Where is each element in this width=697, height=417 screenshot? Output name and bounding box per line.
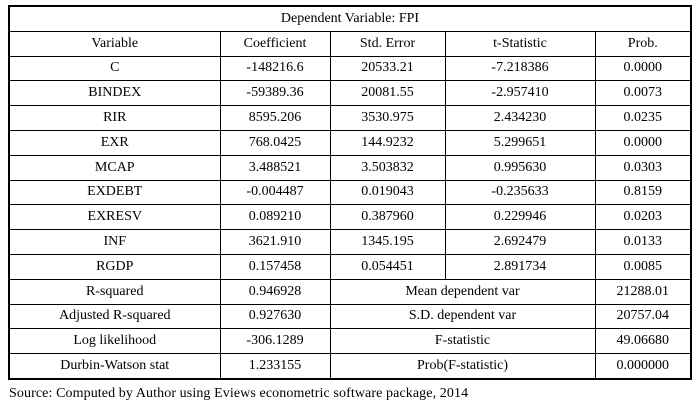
column-header-coefficient: Coefficient [219, 30, 331, 57]
table-title-row: Dependent Variable: FPI [8, 5, 692, 32]
cell-prob: 0.0203 [594, 204, 692, 231]
cell-coefficient: -148216.6 [219, 55, 331, 82]
cell-variable: MCAP [8, 154, 221, 181]
column-header-prob: Prob. [594, 30, 692, 57]
column-header-variable: Variable [8, 30, 221, 57]
cell-variable: C [8, 55, 221, 82]
table-row-exdebt: EXDEBT -0.004487 0.019043 -0.235633 0.81… [8, 179, 692, 206]
dependent-variable-title: Dependent Variable: FPI [8, 5, 692, 32]
cell-coefficient: 3.488521 [219, 154, 331, 181]
cell-std-error: 20533.21 [329, 55, 446, 82]
cell-prob: 0.0085 [594, 253, 692, 280]
table-row-mcap: MCAP 3.488521 3.503832 0.995630 0.0303 [8, 154, 692, 181]
summary-row-durbin-watson: Durbin-Watson stat 1.233155 Prob(F-stati… [8, 353, 692, 380]
column-header-std-error: Std. Error [329, 30, 446, 57]
cell-coefficient: 3621.910 [219, 229, 331, 255]
table-row-bindex: BINDEX -59389.36 20081.55 -2.957410 0.00… [8, 80, 692, 107]
summary-label-2: F-statistic [329, 328, 596, 355]
table-row-rgdp: RGDP 0.157458 0.054451 2.891734 0.0085 [8, 253, 692, 280]
cell-t-statistic: 0.229946 [444, 204, 596, 231]
summary-label: R-squared [8, 278, 221, 305]
cell-prob: 0.0303 [594, 154, 692, 181]
cell-t-statistic: 0.995630 [444, 154, 596, 181]
cell-prob: 0.0000 [594, 129, 692, 156]
cell-variable: EXDEBT [8, 179, 221, 206]
cell-coefficient: 0.157458 [219, 253, 331, 280]
cell-variable: INF [8, 229, 221, 255]
cell-prob: 0.0133 [594, 229, 692, 255]
summary-value-2: 49.06680 [594, 328, 692, 355]
cell-variable: EXR [8, 129, 221, 156]
summary-label-2: Mean dependent var [329, 278, 596, 305]
cell-coefficient: -0.004487 [219, 179, 331, 206]
cell-variable: BINDEX [8, 80, 221, 107]
summary-value: 1.233155 [219, 353, 331, 380]
summary-row-adjusted-r-squared: Adjusted R-squared 0.927630 S.D. depende… [8, 303, 692, 330]
cell-t-statistic: 5.299651 [444, 129, 596, 156]
cell-std-error: 0.019043 [329, 179, 446, 206]
cell-t-statistic: 2.692479 [444, 229, 596, 255]
cell-t-statistic: -7.218386 [444, 55, 596, 82]
cell-coefficient: 8595.206 [219, 105, 331, 131]
summary-label: Log likelihood [8, 328, 221, 355]
cell-std-error: 3530.975 [329, 105, 446, 131]
table-row-rir: RIR 8595.206 3530.975 2.434230 0.0235 [8, 105, 692, 131]
cell-std-error: 0.387960 [329, 204, 446, 231]
summary-label: Durbin-Watson stat [8, 353, 221, 380]
regression-results-table: Dependent Variable: FPI Variable Coeffic… [8, 5, 693, 380]
summary-label-2: S.D. dependent var [329, 303, 596, 330]
table-row-inf: INF 3621.910 1345.195 2.692479 0.0133 [8, 229, 692, 255]
cell-std-error: 0.054451 [329, 253, 446, 280]
cell-t-statistic: -0.235633 [444, 179, 596, 206]
cell-variable: EXRESV [8, 204, 221, 231]
cell-std-error: 3.503832 [329, 154, 446, 181]
cell-variable: RIR [8, 105, 221, 131]
summary-label-2: Prob(F-statistic) [329, 353, 596, 380]
cell-std-error: 1345.195 [329, 229, 446, 255]
cell-prob: 0.0073 [594, 80, 692, 107]
cell-variable: RGDP [8, 253, 221, 280]
page: Dependent Variable: FPI Variable Coeffic… [8, 5, 693, 401]
table-row-exresv: EXRESV 0.089210 0.387960 0.229946 0.0203 [8, 204, 692, 231]
cell-prob: 0.0000 [594, 55, 692, 82]
cell-t-statistic: 2.891734 [444, 253, 596, 280]
cell-prob: 0.8159 [594, 179, 692, 206]
table-row-c: C -148216.6 20533.21 -7.218386 0.0000 [8, 55, 692, 82]
cell-t-statistic: 2.434230 [444, 105, 596, 131]
summary-row-log-likelihood: Log likelihood -306.1289 F-statistic 49.… [8, 328, 692, 355]
summary-value: 0.927630 [219, 303, 331, 330]
summary-value-2: 20757.04 [594, 303, 692, 330]
cell-coefficient: -59389.36 [219, 80, 331, 107]
summary-label: Adjusted R-squared [8, 303, 221, 330]
cell-coefficient: 768.0425 [219, 129, 331, 156]
summary-value: 0.946928 [219, 278, 331, 305]
cell-prob: 0.0235 [594, 105, 692, 131]
summary-value: -306.1289 [219, 328, 331, 355]
column-header-t-statistic: t-Statistic [444, 30, 596, 57]
summary-value-2: 21288.01 [594, 278, 692, 305]
table-header-row: Variable Coefficient Std. Error t-Statis… [8, 30, 692, 57]
cell-t-statistic: -2.957410 [444, 80, 596, 107]
cell-coefficient: 0.089210 [219, 204, 331, 231]
source-note: Source: Computed by Author using Eviews … [9, 385, 469, 401]
summary-value-2: 0.000000 [594, 353, 692, 380]
cell-std-error: 144.9232 [329, 129, 446, 156]
table-row-exr: EXR 768.0425 144.9232 5.299651 0.0000 [8, 129, 692, 156]
summary-row-r-squared: R-squared 0.946928 Mean dependent var 21… [8, 278, 692, 305]
cell-std-error: 20081.55 [329, 80, 446, 107]
